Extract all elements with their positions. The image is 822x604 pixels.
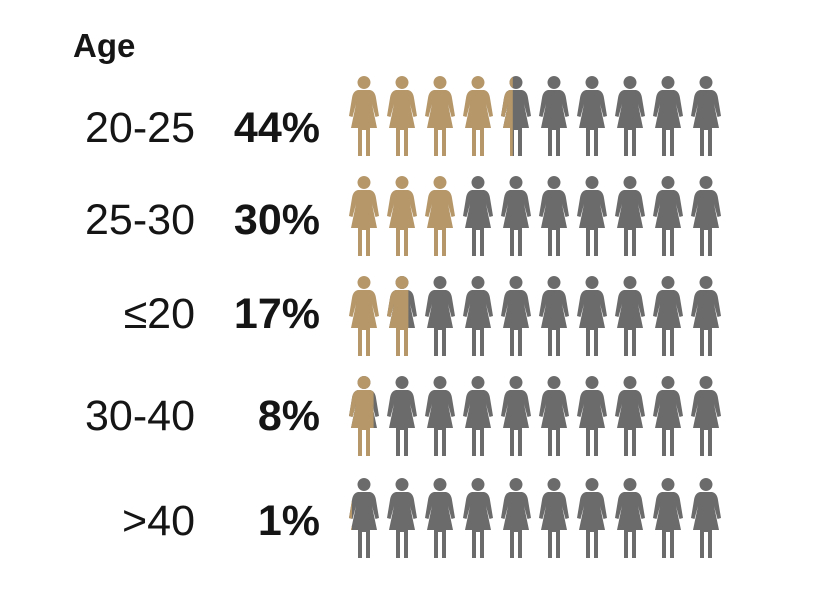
person-icon-row-1-5 — [501, 76, 531, 156]
person-icon-row-1-7 — [577, 76, 607, 156]
person-icon-row-2-2 — [387, 176, 417, 256]
person-icon-row-3-1 — [349, 276, 379, 356]
percent-label-over-40: 1% — [257, 497, 320, 545]
person-icon-row-4-4 — [463, 376, 493, 456]
person-icon-row-4-9 — [653, 376, 683, 456]
person-icon-row-2-4 — [463, 176, 493, 256]
age-label-30-40: 30-40 — [85, 392, 195, 440]
person-icon-row-4-8 — [615, 376, 645, 456]
percent-label-20-25: 44% — [233, 104, 320, 152]
person-icon-row-3-9 — [653, 276, 683, 356]
person-icon-row-5-9 — [653, 478, 683, 558]
person-icon-row-3-6 — [539, 276, 569, 356]
person-icon-row-3-5 — [501, 276, 531, 356]
person-icon-row-2-9 — [653, 176, 683, 256]
person-icon-row-4-5 — [501, 376, 531, 456]
person-icon-row-1-1 — [349, 76, 379, 156]
person-icon-row-2-10 — [691, 176, 721, 256]
person-icon-row-5-6 — [539, 478, 569, 558]
person-icon-row-3-10 — [691, 276, 721, 356]
person-icon-row-4-6 — [539, 376, 569, 456]
person-icon-row-5-10 — [691, 478, 721, 558]
person-icon-row-3-3 — [425, 276, 455, 356]
person-icon-row-2-1 — [349, 176, 379, 256]
person-icon-row-1-10 — [691, 76, 721, 156]
person-icon-row-5-3 — [425, 478, 455, 558]
person-icon-row-5-7 — [577, 478, 607, 558]
person-icon-row-4-2 — [387, 376, 417, 456]
chart-title: Age — [73, 27, 136, 64]
person-icon-row-1-6 — [539, 76, 569, 156]
person-icon-row-4-7 — [577, 376, 607, 456]
person-icon-row-1-9 — [653, 76, 683, 156]
person-icon-row-5-5 — [501, 478, 531, 558]
person-icon-row-2-8 — [615, 176, 645, 256]
person-icon-row-1-8 — [615, 76, 645, 156]
person-icon-row-5-2 — [387, 478, 417, 558]
person-icon-row-2-6 — [539, 176, 569, 256]
percent-label-under-20: 17% — [233, 290, 320, 338]
age-label-25-30: 25-30 — [85, 196, 195, 244]
person-icon-row-2-5 — [501, 176, 531, 256]
person-icon-row-5-1 — [349, 478, 379, 558]
age-label-20-25: 20-25 — [85, 104, 195, 152]
person-icon-row-3-2 — [387, 276, 417, 356]
age-label-under-20: ≤20 — [123, 290, 195, 338]
person-icon-row-1-4 — [463, 76, 493, 156]
person-icon-row-2-7 — [577, 176, 607, 256]
person-icon-row-4-10 — [691, 376, 721, 456]
percent-label-30-40: 8% — [257, 392, 320, 440]
person-icon-row-3-4 — [463, 276, 493, 356]
person-icon-row-5-8 — [615, 478, 645, 558]
person-icon-row-4-3 — [425, 376, 455, 456]
person-icon-row-2-3 — [425, 176, 455, 256]
age-label-over-40: >40 — [122, 497, 195, 545]
percent-label-25-30: 30% — [233, 196, 320, 244]
person-icon-row-5-4 — [463, 478, 493, 558]
person-icon-row-4-1 — [349, 376, 379, 456]
person-icon-row-1-3 — [425, 76, 455, 156]
person-icon-row-3-8 — [615, 276, 645, 356]
person-icon-row-1-2 — [387, 76, 417, 156]
person-icon-row-3-7 — [577, 276, 607, 356]
